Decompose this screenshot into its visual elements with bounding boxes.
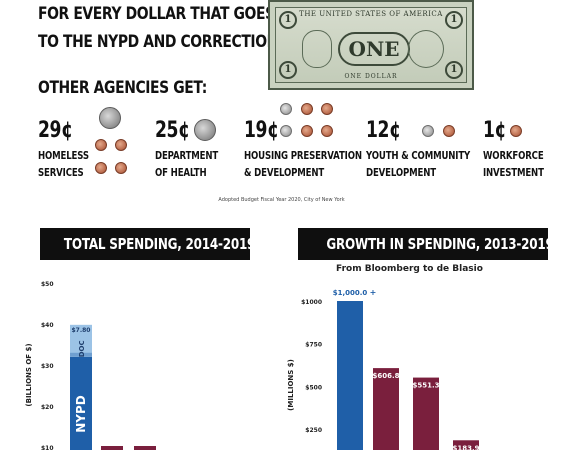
dollar-bill-image: THE UNITED STATES OF AMERICA ONE 1 1 1 1… <box>268 0 474 90</box>
agency-name-line-2: DEVELOPMENT <box>366 166 436 179</box>
chart-2-y-tick-label: $750 <box>305 342 322 349</box>
quarter-coin-icon <box>99 107 121 129</box>
chart-1-y-tick-label: $30 <box>41 363 54 370</box>
chart-1-y-tick-label: $10 <box>41 445 54 450</box>
chart-2-y-tick-label: $250 <box>305 427 322 434</box>
chart-1-y-tick-label: $20 <box>41 404 54 411</box>
bill-corner-bottom-right: 1 <box>445 61 463 79</box>
chart-1-y-axis-label: (BILLIONS OF $) <box>25 343 33 406</box>
agency-amount: 12¢ <box>366 118 401 143</box>
agency-amount: 25¢ <box>155 118 190 143</box>
penny-coin-icon <box>443 125 455 137</box>
chart-2-y-axis-label: (MILLIONS $) <box>287 359 295 411</box>
chart-2-subtitle: From Bloomberg to de Blasio <box>336 264 483 274</box>
source-note: Adopted Budget Fiscal Year 2020, City of… <box>218 197 345 203</box>
chart-1-title-banner: TOTAL SPENDING, 2014-2019 <box>40 228 250 260</box>
other-agencies-heading: OTHER AGENCIES GET: <box>38 78 207 98</box>
penny-coin-icon <box>510 125 522 137</box>
bill-denomination: ONE <box>338 32 410 66</box>
headline-line-1: FOR EVERY DOLLAR THAT GOES <box>38 4 275 24</box>
agency-amount: 29¢ <box>38 118 73 143</box>
chart-1-doc-value-label: $7.80 <box>72 327 91 334</box>
penny-coin-icon <box>115 162 127 174</box>
headline: FOR EVERY DOLLAR THAT GOES TO THE NYPD A… <box>38 0 293 56</box>
chart-2-bar-value-suffix: + <box>370 288 377 297</box>
chart-2-bar-value-label: $606.8 <box>372 372 399 380</box>
chart-2-bar <box>373 368 399 450</box>
headline-line-2: TO THE NYPD AND CORRECTIONS, <box>38 32 293 52</box>
chart-1-doc-label: DOC <box>78 340 86 357</box>
agency-name-line-1: HOMELESS <box>38 149 89 162</box>
eagle-seal-icon <box>408 30 444 68</box>
pyramid-seal-icon <box>302 30 332 68</box>
penny-coin-icon <box>301 125 313 137</box>
chart-1-bar <box>134 446 156 450</box>
chart-1-bar-seam <box>70 352 92 357</box>
chart-2-title-banner: GROWTH IN SPENDING, 2013-2019 <box>298 228 548 260</box>
chart-1-y-tick-label: $50 <box>41 281 54 288</box>
chart-1-nypd-label: NYPD <box>74 395 88 433</box>
agency-name-line-2: INVESTMENT <box>483 166 544 179</box>
bill-corner-bottom-left: 1 <box>279 61 297 79</box>
chart-2-bar-value-label: $1,000.0 <box>333 289 368 297</box>
penny-coin-icon <box>301 103 313 115</box>
penny-coin-icon <box>95 139 107 151</box>
agency-workforce-investment: 1¢ WORKFORCE INVESTMENT <box>483 118 561 181</box>
agency-amount: 19¢ <box>244 118 279 143</box>
chart-2-bar <box>453 440 479 450</box>
dime-coin-icon <box>280 125 292 137</box>
chart-1-bar-doc <box>70 324 92 357</box>
chart-2-y-tick-label: $1000 <box>301 299 322 306</box>
agency-name-line-2: OF HEALTH <box>155 166 207 179</box>
chart-2-y-tick-label: $500 <box>305 384 322 391</box>
chart-1-title: TOTAL SPENDING, 2014-2019 <box>63 235 250 253</box>
agency-name-line-1: HOUSING PRESERVATION <box>244 149 362 162</box>
dime-coin-icon <box>280 103 292 115</box>
chart-2-bar-value-label: $551.3 <box>412 382 439 390</box>
chart-2-bar <box>413 377 439 450</box>
chart-1-bar-nypd <box>70 356 92 450</box>
agency-youth-community: 12¢ YOUTH & COMMUNITY DEVELOPMENT <box>366 118 499 181</box>
quarter-coin-icon <box>194 119 216 141</box>
agency-name-line-2: & DEVELOPMENT <box>244 166 325 179</box>
chart-2-title: GROWTH IN SPENDING, 2013-2019 <box>326 235 548 253</box>
agency-housing-preservation: 19¢ HOUSING PRESERVATION & DEVELOPMENT <box>244 118 395 181</box>
agency-homeless-services: 29¢ HOMELESS SERVICES <box>38 118 103 181</box>
penny-coin-icon <box>95 162 107 174</box>
agency-name-line-1: YOUTH & COMMUNITY <box>366 149 471 162</box>
dime-coin-icon <box>422 125 434 137</box>
penny-coin-icon <box>321 103 333 115</box>
chart-1-bar <box>101 446 123 450</box>
agency-name-line-2: SERVICES <box>38 166 84 179</box>
chart-1-y-tick-label: $40 <box>41 322 54 329</box>
penny-coin-icon <box>115 139 127 151</box>
agency-amount: 1¢ <box>483 118 507 143</box>
bill-corner-top-left: 1 <box>279 11 297 29</box>
agency-name-line-1: DEPARTMENT <box>155 149 219 162</box>
agency-department-of-health: 25¢ DEPARTMENT OF HEALTH <box>155 118 236 181</box>
chart-2-bar <box>337 301 363 450</box>
bill-corner-top-right: 1 <box>445 11 463 29</box>
penny-coin-icon <box>321 125 333 137</box>
agency-name-line-1: WORKFORCE <box>483 149 544 162</box>
bill-header: THE UNITED STATES OF AMERICA <box>299 10 443 18</box>
chart-2-bar-value-label: $183.9 <box>452 444 479 450</box>
bill-footer: ONE DOLLAR <box>344 73 398 80</box>
